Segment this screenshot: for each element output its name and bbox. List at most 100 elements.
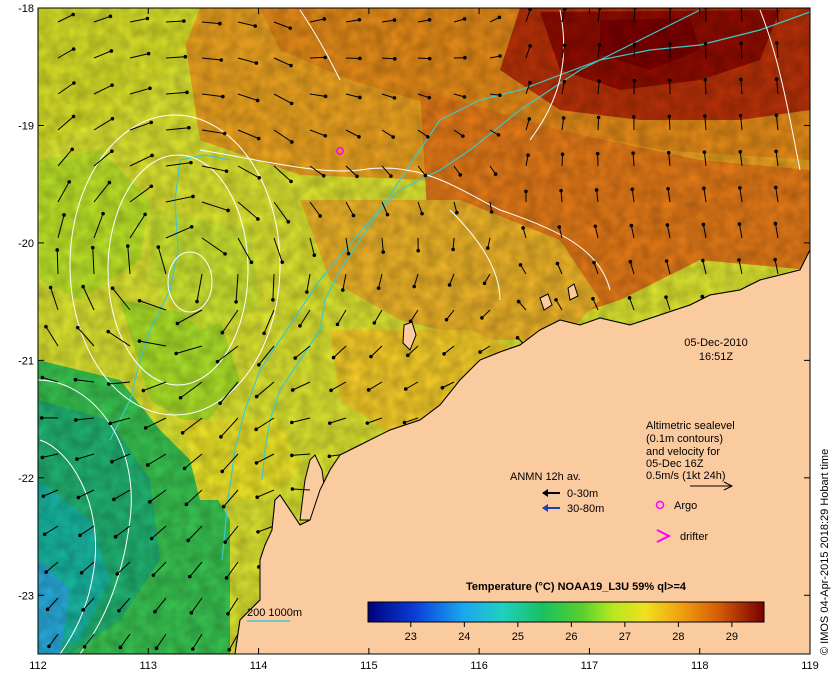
velocity-arrow xyxy=(189,561,203,577)
velocity-arrow-head xyxy=(664,259,669,263)
velocity-arrow xyxy=(668,152,671,167)
velocity-arrow-head xyxy=(146,51,151,56)
velocity-arrow xyxy=(45,561,59,573)
velocity-arrow xyxy=(775,187,779,203)
velocity-arrow-head xyxy=(183,54,188,59)
land-mask xyxy=(234,249,811,655)
velocity-arrow-head xyxy=(154,646,159,651)
velocity-arrow-head xyxy=(290,420,294,425)
velocity-arrow-head xyxy=(597,42,602,47)
velocity-arrow-head xyxy=(563,8,567,11)
x-axis: 112 113 114 115 116 117 118 119 xyxy=(29,8,819,672)
velocity-arrow-head xyxy=(774,149,778,154)
velocity-arrow xyxy=(84,633,95,648)
velocity-arrow xyxy=(442,381,455,389)
velocity-arrow xyxy=(452,237,455,250)
velocity-arrow-head xyxy=(290,453,294,458)
velocity-arrow-head xyxy=(255,98,260,103)
argo-marker xyxy=(336,147,344,155)
velocity-arrow-head xyxy=(416,248,420,253)
velocity-arrow xyxy=(453,165,461,176)
velocity-arrow-head xyxy=(73,377,78,382)
velocity-arrow xyxy=(43,489,59,497)
velocity-arrow-head xyxy=(271,298,275,302)
velocity-arrow xyxy=(221,453,239,472)
velocity-arrow-head xyxy=(222,131,227,136)
velocity-arrow xyxy=(417,93,430,99)
velocity-arrow-head xyxy=(739,77,743,82)
velocity-arrow xyxy=(453,18,465,23)
velocity-arrow-head xyxy=(630,187,635,192)
velocity-arrow xyxy=(667,188,671,203)
y-tick-label: -18 xyxy=(18,3,34,15)
velocity-arrow xyxy=(381,19,395,23)
velocity-arrow xyxy=(57,116,74,131)
velocity-arrow-head xyxy=(628,259,633,264)
velocity-arrow xyxy=(417,19,430,23)
x-tick-label: 114 xyxy=(250,660,268,672)
velocity-arrow-head xyxy=(224,169,229,173)
velocity-arrow xyxy=(273,21,291,29)
velocity-arrow-head xyxy=(737,258,741,262)
velocity-arrow xyxy=(78,489,95,498)
velocity-arrow-head xyxy=(489,210,494,214)
velocity-arrow-head xyxy=(187,125,191,130)
x-tick-label: 119 xyxy=(801,660,819,672)
velocity-arrow-head xyxy=(355,174,359,179)
velocity-arrow-head xyxy=(106,329,111,334)
velocity-arrow xyxy=(381,57,395,60)
velocity-arrow-head xyxy=(55,248,60,252)
velocity-arrow xyxy=(342,273,347,291)
velocity-arrow-head xyxy=(257,176,261,180)
velocity-arrow-head xyxy=(226,208,230,213)
x-tick-label: 115 xyxy=(360,660,378,672)
velocity-arrow-head xyxy=(392,18,397,22)
sealevel-contours xyxy=(38,9,801,654)
velocity-arrow xyxy=(145,417,167,429)
velocity-arrow xyxy=(237,57,257,64)
velocity-arrow xyxy=(309,56,326,59)
svg-text:0-30m: 0-30m xyxy=(567,488,598,500)
velocity-arrow xyxy=(592,298,599,311)
velocity-arrow-head xyxy=(738,113,743,118)
velocity-arrow xyxy=(139,300,167,311)
velocity-arrow-head xyxy=(71,114,76,119)
velocity-arrow-head xyxy=(106,382,111,386)
velocity-arrow xyxy=(57,14,74,23)
velocity-arrow-head xyxy=(405,353,410,358)
velocity-arrow xyxy=(309,93,326,97)
velocity-arrow-head xyxy=(562,79,567,84)
velocity-arrow xyxy=(631,189,635,203)
velocity-arrow xyxy=(82,597,95,611)
velocity-arrow xyxy=(525,45,531,59)
velocity-arrow xyxy=(560,190,563,203)
velocity-arrow-head xyxy=(221,504,226,509)
velocity-arrow-head xyxy=(153,609,157,614)
velocity-arrow xyxy=(201,129,225,135)
svg-text:0.5m/s (1kt 24h): 0.5m/s (1kt 24h) xyxy=(646,470,725,482)
isobath-legend: 200 1000m xyxy=(247,607,302,622)
x-tick-label: 112 xyxy=(29,660,47,672)
velocity-arrow-head xyxy=(174,351,178,356)
velocity-arrow xyxy=(165,195,194,203)
velocity-arrow xyxy=(220,417,239,438)
velocity-arrow xyxy=(223,489,239,507)
velocity-arrow-head xyxy=(254,427,258,432)
velocity-arrow-head xyxy=(737,222,742,226)
velocity-arrow xyxy=(381,237,384,253)
velocity-arrow-head xyxy=(427,95,432,100)
svg-text:30-80m: 30-80m xyxy=(567,503,604,515)
velocity-arrow-head xyxy=(627,296,632,300)
velocity-arrow xyxy=(738,259,743,275)
velocity-arrow-head xyxy=(290,140,294,144)
velocity-arrow-head xyxy=(290,487,295,491)
velocity-arrow-head xyxy=(118,645,123,650)
altimetric-legend: Altimetric sealevel (0.1m contours) and … xyxy=(646,420,735,491)
velocity-arrow xyxy=(309,18,325,23)
velocity-arrow xyxy=(107,331,131,347)
velocity-arrow-head xyxy=(357,18,362,22)
velocity-arrow xyxy=(129,18,148,23)
velocity-arrow xyxy=(176,345,203,354)
velocity-arrow-head xyxy=(143,426,148,430)
marker-legend: Argo drifter xyxy=(655,500,708,543)
